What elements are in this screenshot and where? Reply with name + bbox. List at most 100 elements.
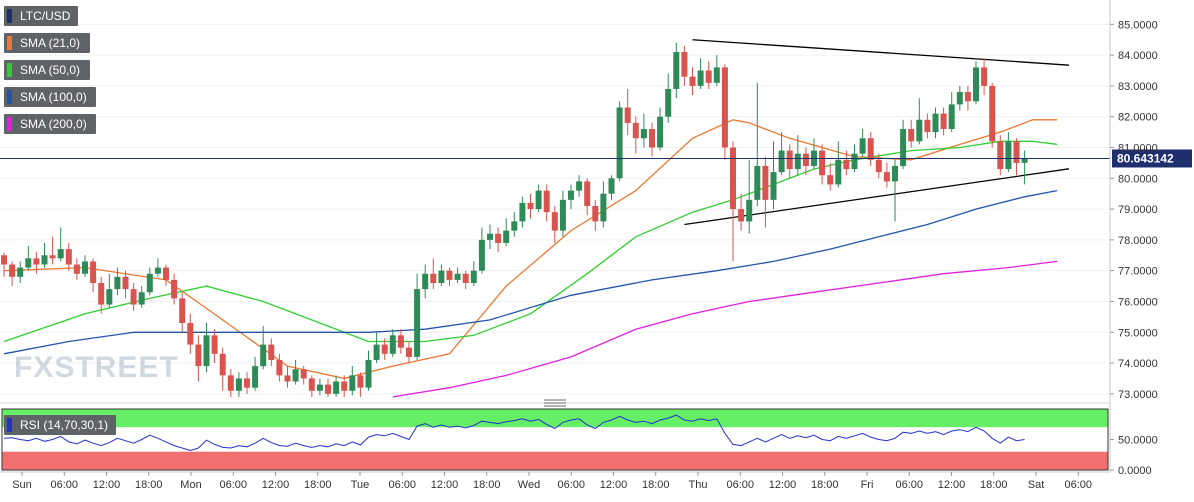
candle-body [154, 267, 161, 274]
candle [179, 292, 186, 333]
candle-body [851, 153, 858, 170]
candle-body [932, 113, 939, 133]
candle-body [381, 344, 388, 354]
candle [721, 64, 728, 160]
candle [122, 270, 129, 299]
candle-body [1013, 141, 1020, 163]
candle-body [17, 267, 24, 277]
candle [98, 276, 105, 314]
candle [195, 335, 202, 382]
candle-body [284, 375, 291, 382]
candle-body [576, 181, 583, 191]
candle [859, 129, 866, 157]
x-tick-label: 06:00 [557, 479, 585, 491]
candle [406, 341, 412, 364]
candle [746, 159, 753, 234]
sma-line [3, 189, 1058, 355]
y-tick-label: 79.0000 [1118, 204, 1158, 216]
candle-body [349, 375, 356, 391]
candle-body [357, 375, 364, 388]
candle-body [365, 359, 372, 388]
candle-body [470, 270, 477, 283]
candle [543, 184, 550, 222]
candle-body [973, 67, 979, 102]
candle-body [503, 230, 510, 243]
candle-body [219, 353, 226, 376]
candle-body [827, 175, 834, 185]
legend-sma200[interactable]: SMA (200,0) [4, 114, 96, 134]
candle-body [308, 378, 315, 391]
legend-symbol[interactable]: LTC/USD [4, 6, 78, 26]
rsi-panel: 50.0000 0.0000 [0, 399, 1158, 477]
x-tick-label: Tue [351, 479, 370, 491]
candle-body [746, 199, 753, 222]
candle-body [762, 165, 769, 200]
candle [438, 264, 445, 287]
candle [1021, 150, 1028, 185]
candle-body [49, 255, 56, 259]
candle [730, 141, 736, 262]
candle [964, 85, 971, 111]
legend-rsi[interactable]: RSI (14,70,30,1) [4, 415, 116, 435]
candle-body [1, 255, 7, 265]
candle [227, 369, 234, 397]
candle-body [244, 378, 250, 388]
candle-body [600, 193, 607, 222]
candle [163, 264, 169, 287]
candle [697, 58, 704, 89]
candle-body [65, 249, 72, 265]
candle-body [713, 67, 720, 83]
candle-body [430, 273, 437, 283]
candle [25, 246, 32, 271]
candle-body [730, 147, 736, 210]
moving-averages [3, 119, 1058, 398]
candle-body [333, 381, 340, 394]
candle [665, 73, 672, 123]
candle [892, 159, 898, 222]
candle-body [819, 150, 826, 176]
candlesticks [1, 42, 1028, 397]
x-tick-label: 06:00 [388, 479, 416, 491]
legend-sma100[interactable]: SMA (100,0) [4, 87, 96, 107]
candle [568, 184, 574, 210]
candle [114, 267, 121, 296]
candle-body [478, 239, 485, 271]
candle-body [203, 335, 210, 367]
y-tick-label: 81.0000 [1118, 142, 1158, 154]
candle [33, 252, 40, 274]
candle-body [211, 335, 218, 354]
candle-body [697, 70, 704, 86]
candle-body [179, 298, 186, 324]
candle-body [495, 233, 502, 243]
candle-body [964, 92, 971, 102]
legend-sma50[interactable]: SMA (50,0) [4, 60, 90, 80]
x-tick-label: 18:00 [304, 479, 332, 491]
candle-body [82, 261, 88, 274]
y-tick-label: 74.0000 [1118, 358, 1158, 370]
y-tick-label: 76.0000 [1118, 296, 1158, 308]
x-tick-label: Thu [689, 479, 708, 491]
x-tick-label: Wed [518, 479, 540, 491]
candle [82, 255, 88, 277]
candle-body [325, 384, 331, 394]
candle-body [422, 273, 429, 290]
x-tick-label: Fri [861, 479, 874, 491]
candle [41, 242, 48, 268]
candle [616, 101, 623, 182]
candle-body [41, 255, 48, 265]
candle [989, 82, 996, 148]
candle-body [657, 116, 664, 148]
candle-body [511, 221, 518, 231]
candle [49, 236, 56, 265]
candle-body [438, 270, 445, 283]
candle-body [25, 258, 32, 268]
candle [973, 61, 979, 105]
y-tick-label: 82.0000 [1118, 112, 1158, 124]
candle [908, 119, 915, 148]
rsi-swatch [7, 418, 12, 432]
candle [883, 162, 890, 188]
legend-sma21[interactable]: SMA (21,0) [4, 33, 90, 53]
candle-body [924, 119, 931, 133]
candle [875, 153, 882, 179]
